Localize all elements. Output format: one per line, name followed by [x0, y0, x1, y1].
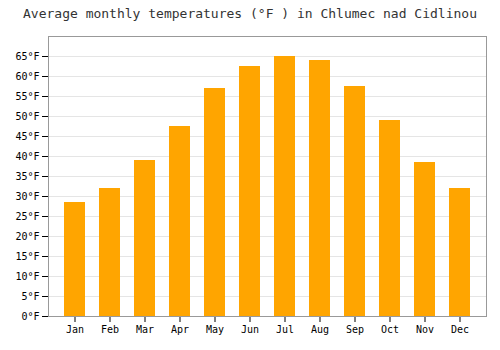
html-text:Average monthly temperatures (: Average monthly temperatures (°F ) in Ch… [23, 6, 477, 21]
svg-text:55°F: 55°F [15, 91, 39, 102]
svg-text:5°F: 5°F [21, 291, 39, 302]
svg-text:Jan: Jan [66, 324, 84, 335]
svg-text:0°F: 0°F [21, 311, 39, 322]
svg-text:Oct: Oct [381, 324, 399, 335]
svg-text:Mar: Mar [136, 324, 154, 335]
svg-text:Jun: Jun [241, 324, 259, 335]
svg-text:65°F: 65°F [15, 51, 39, 62]
svg-text:30°F: 30°F [15, 191, 39, 202]
svg-text:45°F: 45°F [15, 131, 39, 142]
svg-text:60°F: 60°F [15, 71, 39, 82]
svg-text:25°F: 25°F [15, 211, 39, 222]
svg-text:35°F: 35°F [15, 171, 39, 182]
svg-text:Feb: Feb [101, 324, 119, 335]
svg-text:Aug: Aug [311, 324, 329, 335]
svg-text:40°F: 40°F [15, 151, 39, 162]
svg-text:Dec: Dec [451, 324, 469, 335]
svg-text:Sep: Sep [346, 324, 364, 335]
svg-text:50°F: 50°F [15, 111, 39, 122]
svg-text:Nov: Nov [416, 324, 434, 335]
svg-text:15°F: 15°F [15, 251, 39, 262]
svg-text:May: May [206, 324, 224, 335]
svg-text:Apr: Apr [171, 324, 189, 335]
svg-text:Jul: Jul [276, 324, 294, 335]
svg-text:20°F: 20°F [15, 231, 39, 242]
svg-text:10°F: 10°F [15, 271, 39, 282]
